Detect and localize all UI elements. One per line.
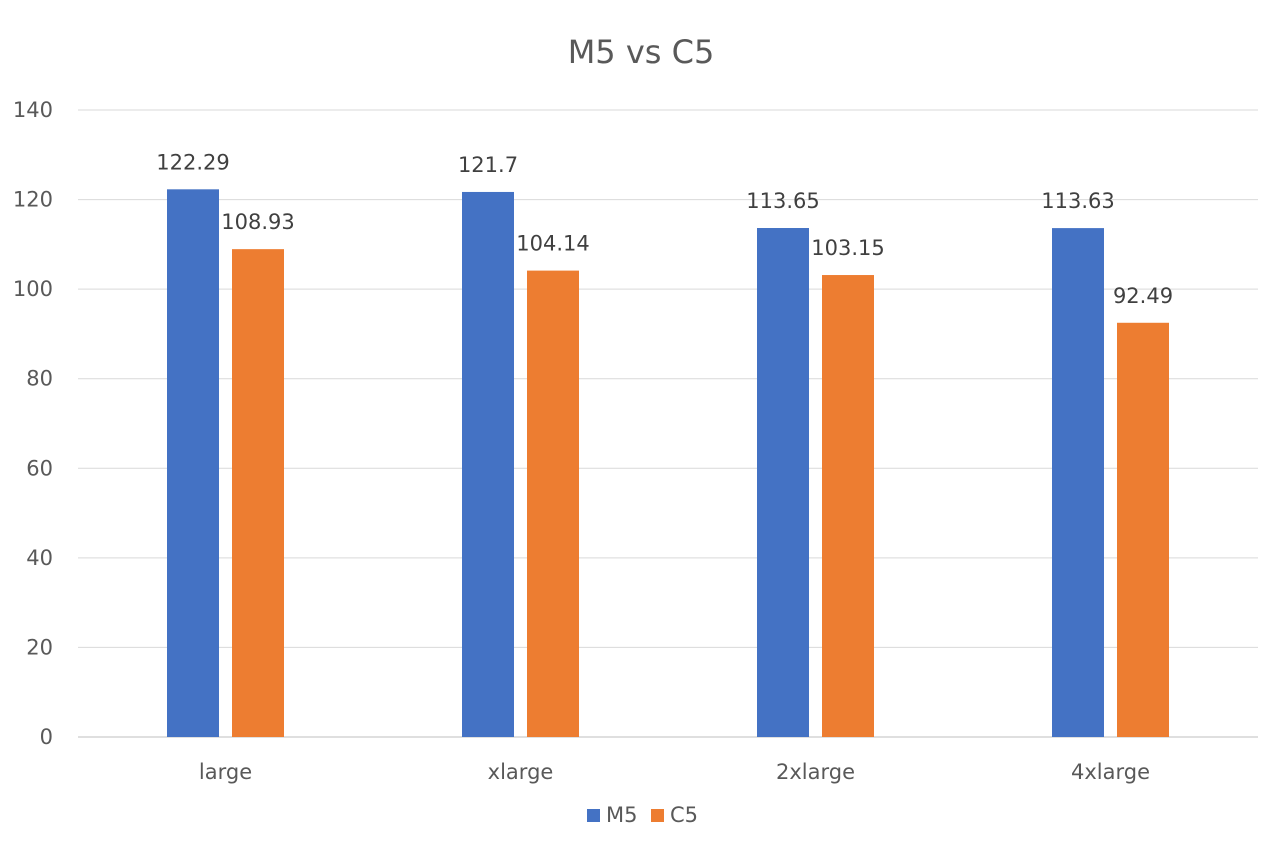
legend-swatch-m5: [587, 809, 600, 822]
data-label-m5-large: 122.29: [156, 150, 229, 174]
legend-label-m5: M5: [606, 803, 637, 827]
x-category-label: 4xlarge: [1071, 760, 1150, 784]
bar-m5-2xlarge: [757, 228, 809, 737]
y-axis-ticks: 0 20 40 60 80 100 120 140: [13, 98, 53, 749]
x-category-label: large: [199, 760, 252, 784]
y-tick-label: 60: [26, 456, 53, 480]
x-category-label: xlarge: [488, 760, 554, 784]
x-category-label: 2xlarge: [776, 760, 855, 784]
y-tick-label: 120: [13, 188, 53, 212]
data-label-m5-xlarge: 121.7: [458, 153, 518, 177]
bar-c5-large: [232, 249, 284, 737]
bar-m5-large: [167, 189, 219, 738]
y-tick-label: 40: [26, 546, 53, 570]
data-labels: 122.29 108.93 121.7 104.14 113.65 103.15 113.6…: [156, 150, 1173, 307]
legend: M5 C5: [587, 803, 698, 827]
y-tick-label: 100: [13, 277, 53, 301]
y-tick-label: 80: [26, 367, 53, 391]
bar-c5-2xlarge: [822, 275, 874, 737]
y-tick-label: 20: [26, 635, 53, 659]
bar-c5-4xlarge: [1117, 322, 1169, 737]
data-label-c5-large: 108.93: [221, 210, 294, 234]
legend-label-c5: C5: [670, 803, 698, 827]
legend-swatch-c5: [651, 809, 664, 822]
y-tick-label: 0: [40, 725, 53, 749]
data-label-c5-xlarge: 104.14: [516, 232, 589, 256]
bar-c5-xlarge: [527, 270, 579, 737]
x-axis-categories: large xlarge 2xlarge 4xlarge: [199, 760, 1150, 784]
data-label-m5-4xlarge: 113.63: [1041, 189, 1114, 213]
data-label-m5-2xlarge: 113.65: [746, 189, 819, 213]
y-tick-label: 140: [13, 98, 53, 122]
bars: [167, 189, 1169, 738]
data-label-c5-2xlarge: 103.15: [811, 236, 884, 260]
chart-title: M5 vs C5: [568, 33, 715, 71]
bar-m5-xlarge: [462, 191, 514, 737]
bar-m5-4xlarge: [1052, 228, 1104, 738]
data-label-c5-4xlarge: 92.49: [1113, 284, 1173, 308]
